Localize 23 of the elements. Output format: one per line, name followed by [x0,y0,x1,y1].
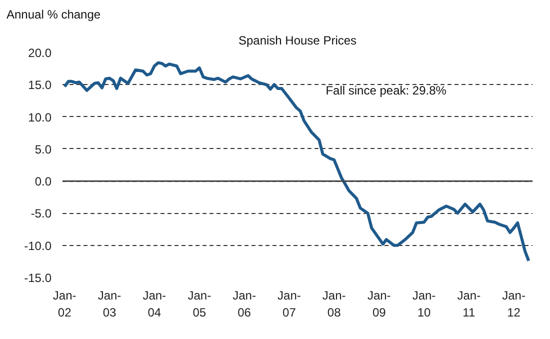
line-series [63,61,530,262]
y-tick-label: -15.0 [24,271,52,285]
y-tick-label: -10.0 [24,238,52,253]
chart-title: Spanish House Prices [238,34,357,48]
x-tick-label: Jan- 02 [52,288,76,320]
x-tick-label: Jan- 06 [232,288,256,320]
x-tick-label: Jan- 04 [142,288,166,320]
y-tick-label: 5.0 [34,142,52,156]
x-tick-label: Jan- 07 [278,288,301,320]
x-tick-label: Jan- 03 [98,288,122,320]
y-tick-label: 0.0 [34,174,52,189]
x-tick-label: Jan- 11 [457,288,481,320]
x-tick-label: Jan- 08 [322,288,346,320]
y-tick-label: 20.0 [28,46,52,60]
y-axis-title: Annual % change [6,8,101,22]
annotation: Fall since peak: 29.8% [326,84,447,98]
x-tick-label: Jan- 12 [502,288,526,320]
y-tick-label: 10.0 [28,110,52,124]
y-tick-label: -5.0 [30,206,52,221]
y-tick-label: 15.0 [28,78,52,92]
x-tick-label: Jan- 10 [412,288,436,320]
x-tick-label: Jan- 05 [188,288,212,320]
x-tick-label: Jan- 09 [367,288,391,320]
